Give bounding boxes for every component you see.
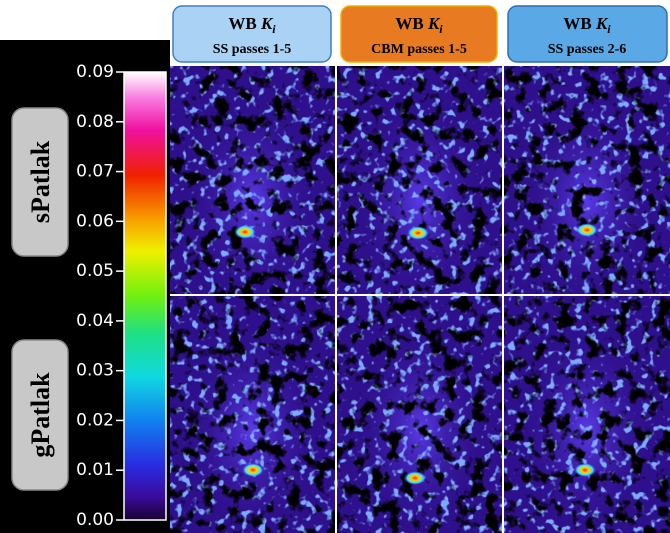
tick-label: 0.02 (76, 410, 114, 430)
dark-regions (170, 66, 670, 533)
tick-label: 0.07 (76, 162, 114, 182)
tick-label: 0.04 (76, 311, 114, 331)
tick-label: 0.01 (76, 460, 114, 480)
header-title: WB Ki (228, 14, 276, 36)
image-grid (170, 66, 670, 533)
header-subtitle: SS passes 1-5 (213, 42, 292, 57)
row-label-text: sPatlak (26, 140, 55, 223)
colorbar (123, 71, 167, 521)
column-header: WB Ki SS passes 2-6 (507, 5, 668, 63)
column-header: WB Ki CBM passes 1-5 (340, 5, 498, 63)
tick-label: 0.09 (76, 62, 114, 82)
header-subtitle: CBM passes 1-5 (371, 42, 467, 57)
hotspots (234, 223, 598, 485)
tick-label: 0.06 (76, 211, 114, 231)
panel-separators (170, 66, 670, 533)
row-label: sPatlak (11, 107, 69, 257)
tick-label: 0.03 (76, 361, 114, 381)
tick-label: 0.08 (76, 112, 114, 132)
header-subtitle: SS passes 2-6 (548, 42, 627, 57)
tick-label: 0.00 (76, 510, 114, 530)
row-label: gPatlak (11, 339, 69, 491)
header-title: WB Ki (563, 14, 611, 36)
row-label-text: gPatlak (26, 372, 55, 458)
header-title: WB Ki (395, 14, 443, 36)
column-header: WB Ki SS passes 1-5 (172, 5, 332, 63)
tick-label: 0.05 (76, 261, 114, 281)
